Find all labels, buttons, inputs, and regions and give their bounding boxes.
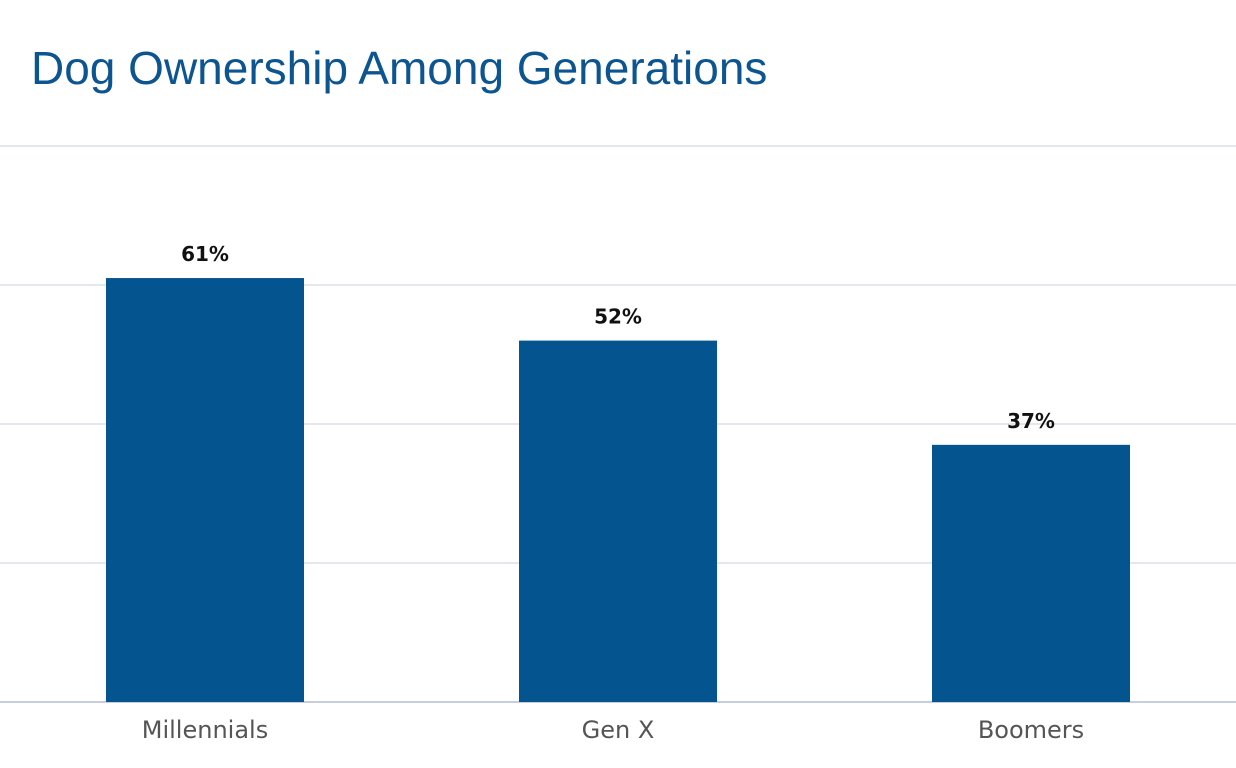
x-tick-label: Boomers: [978, 716, 1084, 744]
chart-title: Dog Ownership Among Generations: [31, 42, 768, 94]
x-tick-label: Gen X: [582, 716, 655, 744]
data-label: 37%: [1007, 409, 1055, 433]
bar-boomers: [932, 444, 1130, 702]
x-tick-label: Millennials: [142, 716, 268, 744]
data-label: 52%: [594, 305, 642, 329]
bar-millennials: [106, 278, 304, 702]
data-label: 61%: [181, 242, 229, 266]
bar-gen-x: [519, 340, 717, 702]
